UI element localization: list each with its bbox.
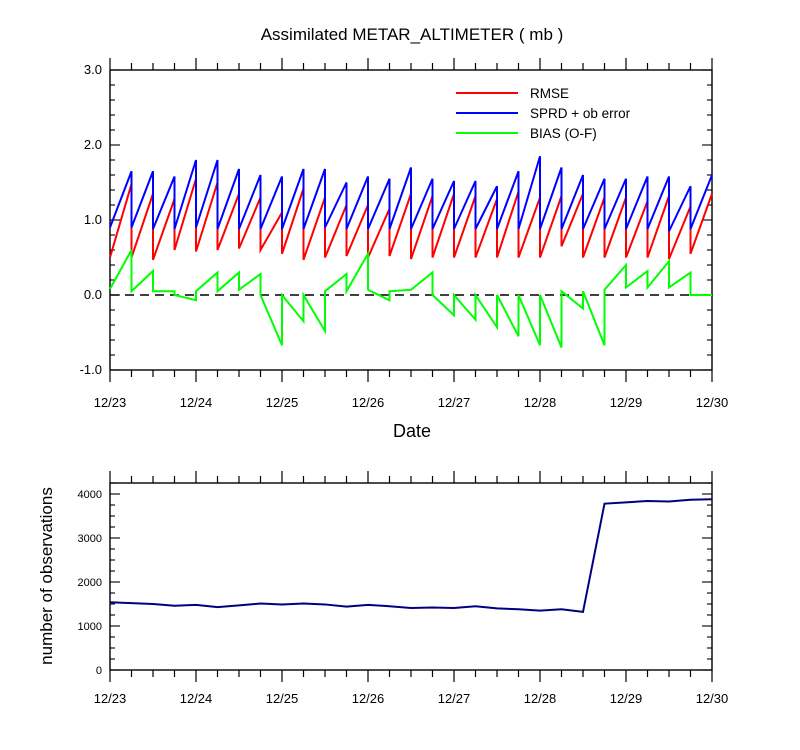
x-tick-label: 12/25 [266,395,299,410]
x-tick-label: 12/25 [266,691,299,706]
y-tick-label: 3000 [78,533,102,545]
top-chart-plot: 12/23 12/24 12/25 12/26 12/27 12/28 12/29 12/30… [80,58,729,410]
x-tick-label: 12/30 [696,691,729,706]
y-tick-label: 0 [96,665,102,677]
y-tick-label: 2000 [78,577,102,589]
y-tick-label: -1.0 [80,362,102,377]
y-tick-label: 3.0 [84,62,102,77]
x-tick-label: 12/26 [352,395,385,410]
x-axis-title: Date [393,421,431,441]
series-observation-count-line [109,498,713,614]
y-tick-label: 4000 [78,489,102,501]
y-axis-title: number of observations [37,487,56,665]
bottom-chart-plot: 12/23 12/24 12/25 12/26 12/27 12/28 12/29 12/30… [78,471,729,706]
x-tick-label: 12/23 [94,395,127,410]
x-tick-label: 12/24 [180,691,213,706]
legend-label: BIAS (O-F) [530,126,597,141]
plot-frame [109,482,713,671]
y-tick-label: 1000 [78,621,102,633]
x-tick-label: 12/26 [352,691,385,706]
x-tick-label: 12/23 [94,691,127,706]
legend-label: SPRD + ob error [530,106,631,121]
series-bias-o-f-line [109,249,712,348]
chart-title: Assimilated METAR_ALTIMETER ( mb ) [261,25,564,44]
x-tick-label: 12/28 [524,691,557,706]
x-tick-label: 12/27 [438,395,471,410]
y-tick-label: 2.0 [84,137,102,152]
x-tick-label: 12/29 [610,395,643,410]
legend-label: RMSE [530,86,569,101]
series-sprd-ob-error-line [109,155,713,232]
x-tick-label: 12/27 [438,691,471,706]
y-tick-label: 1.0 [84,212,102,227]
x-tick-label: 12/24 [180,395,213,410]
y-tick-label: 0.0 [84,287,102,302]
x-tick-label: 12/29 [610,691,643,706]
x-tick-label: 12/30 [696,395,729,410]
x-tick-label: 12/28 [524,395,557,410]
